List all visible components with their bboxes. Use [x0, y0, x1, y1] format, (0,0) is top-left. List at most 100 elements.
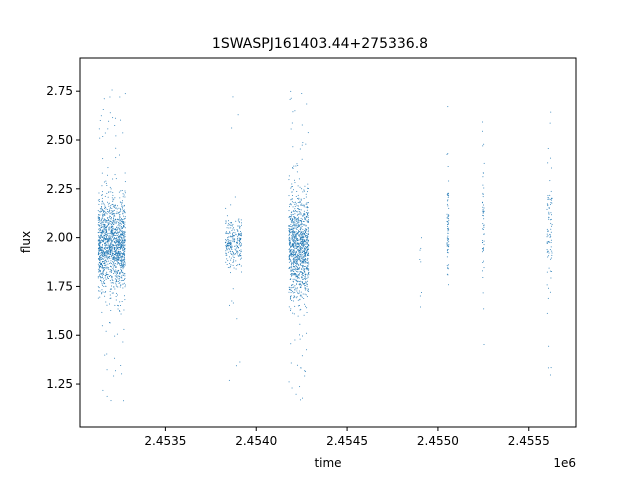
data-point: [305, 242, 307, 244]
data-point: [97, 231, 99, 233]
data-point: [104, 234, 106, 236]
data-point: [292, 250, 294, 252]
data-point: [124, 275, 126, 277]
data-point: [291, 255, 293, 257]
data-point: [107, 242, 109, 244]
data-point: [296, 227, 298, 229]
y-axis-label: flux: [19, 231, 33, 253]
data-point: [232, 255, 234, 257]
data-point: [110, 216, 112, 218]
data-point: [115, 370, 117, 372]
data-point: [120, 190, 122, 192]
data-point: [115, 240, 117, 242]
data-point: [105, 266, 107, 268]
data-point: [112, 264, 114, 266]
data-point: [104, 206, 106, 208]
data-point: [107, 227, 109, 229]
data-point: [549, 203, 551, 205]
data-point: [230, 248, 232, 250]
data-point: [105, 278, 107, 280]
data-point: [124, 245, 126, 247]
data-point: [112, 257, 114, 259]
data-point: [307, 249, 309, 251]
data-point: [290, 289, 292, 291]
data-point: [306, 202, 308, 204]
data-point: [288, 179, 290, 181]
data-point: [483, 226, 485, 228]
data-point: [116, 229, 118, 231]
data-point: [103, 207, 105, 209]
data-point: [99, 214, 101, 216]
data-point: [105, 220, 107, 222]
data-point: [100, 208, 102, 210]
data-point: [119, 225, 121, 227]
data-point: [483, 267, 485, 269]
data-point: [234, 238, 236, 240]
data-point: [102, 254, 103, 256]
data-point: [546, 203, 548, 205]
data-point: [307, 258, 309, 260]
data-point: [109, 253, 111, 255]
data-point: [124, 244, 126, 246]
data-point: [305, 251, 307, 253]
data-point: [295, 252, 297, 254]
data-point: [290, 216, 292, 218]
data-point: [104, 274, 106, 276]
data-point: [295, 279, 297, 281]
data-point: [299, 257, 301, 259]
data-point: [291, 236, 293, 238]
data-point: [103, 266, 105, 268]
data-point: [547, 231, 549, 233]
data-point: [100, 258, 102, 260]
data-point: [306, 283, 308, 285]
y-tick-label: 2.50: [46, 133, 73, 147]
data-point: [105, 241, 107, 243]
data-point: [120, 221, 122, 223]
data-point: [124, 215, 126, 217]
data-point: [291, 249, 293, 251]
data-point: [483, 162, 485, 164]
data-point: [101, 273, 103, 275]
data-point: [296, 259, 298, 261]
data-point: [301, 254, 303, 256]
data-point: [114, 258, 116, 260]
data-point: [291, 218, 293, 220]
x-tick-label: 2.4550: [417, 434, 459, 448]
data-point: [299, 244, 301, 246]
data-point: [102, 254, 104, 256]
data-point: [291, 201, 293, 203]
data-point: [295, 165, 297, 167]
data-point: [289, 244, 291, 246]
data-point: [100, 272, 102, 274]
data-point: [306, 236, 308, 238]
data-point: [447, 228, 449, 230]
data-point: [118, 243, 120, 245]
data-point: [304, 303, 306, 305]
data-point: [114, 240, 116, 242]
data-point: [100, 235, 102, 237]
data-point: [304, 247, 306, 249]
data-point: [483, 240, 485, 242]
data-point: [112, 282, 114, 284]
data-point: [239, 225, 241, 227]
data-point: [305, 225, 307, 227]
data-point: [547, 297, 549, 299]
data-point: [447, 230, 449, 232]
data-point: [123, 231, 125, 233]
data-point: [103, 270, 105, 272]
data-point: [121, 300, 123, 302]
data-point: [481, 251, 483, 253]
data-point: [111, 207, 113, 209]
data-point: [121, 227, 123, 229]
data-point: [448, 180, 450, 182]
data-point: [119, 222, 121, 224]
data-point: [118, 247, 120, 249]
data-point: [225, 240, 227, 242]
data-point: [297, 208, 299, 210]
y-tick-label: 1.50: [46, 328, 73, 342]
data-point: [114, 215, 116, 217]
data-point: [121, 265, 123, 267]
data-point: [111, 261, 113, 263]
data-point: [304, 287, 306, 289]
data-point: [289, 240, 291, 242]
